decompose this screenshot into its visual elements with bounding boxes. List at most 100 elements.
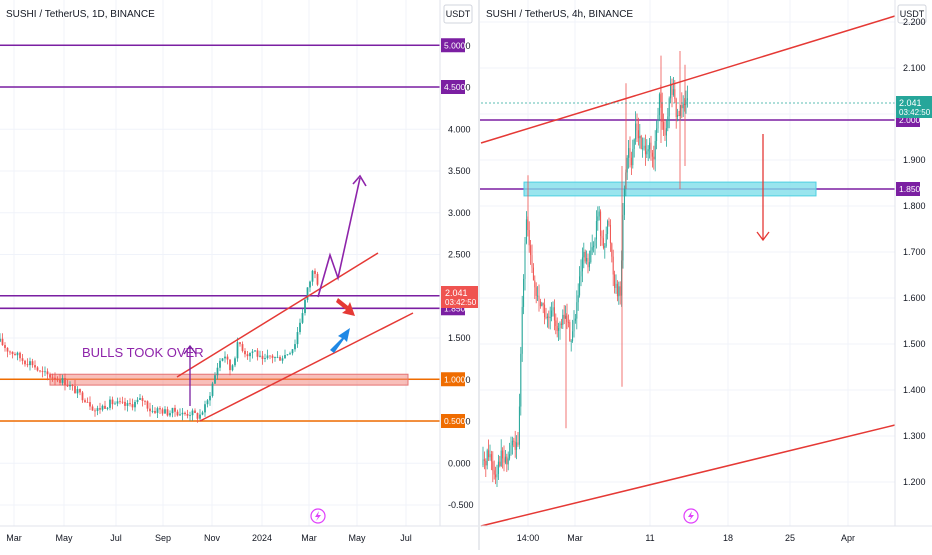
left-candle-body	[69, 385, 71, 387]
left-candle-body	[281, 358, 284, 361]
right-candle-body	[558, 328, 560, 331]
right-time-axis[interactable]: 14:00 Mar 11 18 25 Apr	[480, 525, 932, 543]
right-candle-body	[520, 353, 522, 407]
left-y-tick-label: 2.500	[448, 250, 471, 260]
left-candle-body	[196, 412, 199, 419]
left-time-axis[interactable]: Mar May Jul Sep Nov 2024 Mar May Jul	[0, 525, 478, 543]
left-chart-title: SUSHI / TetherUS, 1D, BINANCE	[6, 9, 155, 20]
right-candle-body	[569, 322, 571, 342]
left-currency-button[interactable]	[443, 4, 473, 24]
left-candle-body	[59, 379, 61, 383]
right-candle-body	[496, 473, 498, 478]
left-candle-body	[271, 355, 274, 358]
left-lightning-icon[interactable]	[310, 508, 326, 524]
right-resistance-zone[interactable]	[523, 181, 817, 197]
left-candle-body	[159, 408, 161, 410]
left-price-axis[interactable]: USDT -0.5000.0000.5001.0001.5002.0002.50…	[439, 0, 478, 526]
left-candle-body	[1, 338, 4, 346]
left-candle-body	[141, 398, 144, 401]
right-candle-body	[516, 442, 518, 450]
right-candle-body	[607, 221, 609, 234]
left-candle-body	[256, 350, 259, 357]
right-price-axis[interactable]: USDT 1.200 1.300 1.400 1.500 1.600 1.700 1.800…	[894, 0, 932, 526]
right-candle-body	[616, 283, 618, 297]
right-candle-body	[497, 461, 499, 474]
left-level-tag	[441, 414, 465, 428]
right-candle-body	[675, 98, 677, 117]
right-drawings[interactable]	[480, 15, 896, 527]
right-candle-body	[542, 303, 544, 305]
left-candle-body	[96, 408, 99, 411]
left-x-tick-label: Jul	[110, 533, 122, 543]
right-y-tick-label: 1.700	[903, 247, 926, 257]
left-currency-label: USDT	[446, 9, 471, 19]
right-level-tag-label: 2.000	[899, 115, 921, 125]
right-candle-body	[604, 246, 606, 248]
right-x-tick-label: 11	[645, 533, 654, 543]
left-candle-body	[259, 355, 261, 357]
left-candle-body	[211, 383, 214, 396]
left-candle-body	[301, 313, 304, 323]
left-bull-arrow-icon	[330, 328, 350, 353]
right-candle-body	[513, 440, 515, 442]
left-candle-body	[139, 398, 141, 400]
right-candle-body	[615, 283, 617, 289]
left-candle-body	[169, 413, 171, 416]
left-projection-arrowhead	[352, 174, 367, 187]
right-projection-arrowhead	[756, 231, 770, 242]
right-candle-body	[612, 256, 614, 275]
left-trend-upper	[176, 252, 379, 378]
left-candle-body	[79, 389, 81, 393]
right-y-tick-label: 1.300	[903, 431, 926, 441]
right-candle-body	[639, 135, 641, 139]
right-candle-body	[642, 148, 644, 150]
right-lightning-icon[interactable]	[683, 508, 699, 524]
left-candle-body	[31, 361, 34, 366]
right-chart-title: SUSHI / TetherUS, 4h, BINANCE	[486, 9, 633, 20]
right-candle-body	[600, 211, 602, 237]
right-y-tick-label: 1.800	[903, 201, 926, 211]
right-candle-body	[594, 239, 596, 246]
left-candle-body	[161, 409, 164, 414]
left-candle-body	[264, 358, 266, 360]
left-candle-body	[204, 404, 206, 413]
right-candle-body	[576, 302, 578, 319]
right-chart-panel[interactable]: SUSHI / TetherUS, 4h, BINANCE USDT 1.200…	[480, 0, 932, 543]
left-candle-body	[109, 399, 111, 408]
right-candle-body	[538, 295, 540, 302]
left-x-tick-label: Mar	[6, 533, 22, 543]
left-y-tick-label: 0.000	[448, 458, 471, 468]
right-candle-body	[629, 148, 631, 158]
right-candle-body	[490, 454, 492, 462]
right-candle-body	[590, 250, 592, 263]
right-candle-body	[535, 287, 537, 296]
right-price-badge-value: 2.041	[899, 98, 922, 108]
left-price-badge-value: 2.041	[445, 288, 468, 298]
right-currency-button[interactable]	[897, 4, 927, 24]
left-candle-body	[221, 358, 224, 361]
left-candle-body	[241, 344, 244, 351]
left-candle-body	[21, 358, 24, 361]
left-x-tick-label: Jul	[400, 533, 412, 543]
left-support-zone[interactable]	[49, 373, 409, 386]
left-candle-body	[261, 355, 264, 360]
left-candle-body	[209, 395, 211, 401]
left-y-tick-label: 3.500	[448, 166, 471, 176]
left-drawings[interactable]: BULLS TOOK OVER	[82, 174, 414, 422]
right-y-tick-label: 2.200	[903, 17, 926, 27]
right-y-tick-label: 1.600	[903, 293, 926, 303]
left-y-tick-label: 3.000	[448, 208, 471, 218]
right-candle-body	[623, 188, 625, 215]
left-x-tick-label: Nov	[204, 533, 221, 543]
right-x-tick-label: 14:00	[517, 533, 540, 543]
right-candle-body	[650, 142, 652, 153]
right-candle-body	[580, 271, 582, 277]
left-candle-body	[229, 359, 231, 371]
left-level-tag-label: 5.000	[444, 40, 466, 50]
left-chart-panel[interactable]: BULLS TOOK OVER SUSHI / TetherUS, 1D, BI…	[0, 0, 478, 543]
left-candle-body	[131, 404, 134, 408]
right-candle-body	[632, 148, 634, 166]
left-candle-body	[66, 385, 69, 387]
right-candle-body	[539, 301, 541, 307]
right-candle-body	[678, 115, 680, 116]
